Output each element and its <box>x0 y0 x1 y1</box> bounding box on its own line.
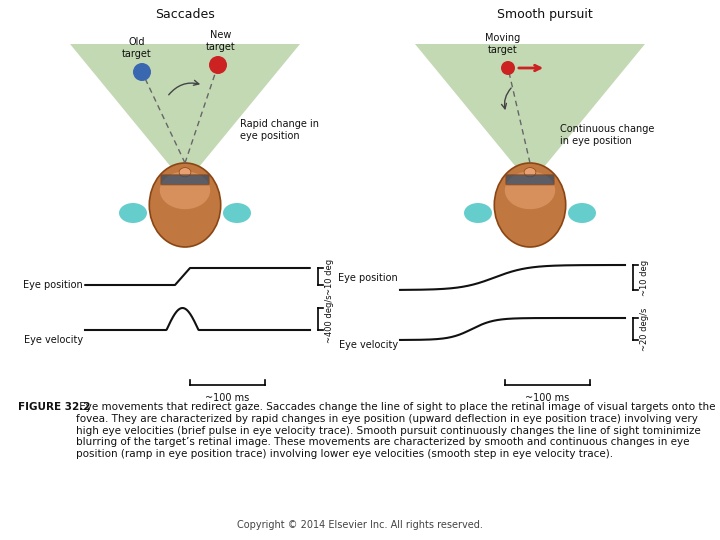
Text: Eye position: Eye position <box>338 273 398 283</box>
Text: Rapid change in
eye position: Rapid change in eye position <box>240 119 319 141</box>
Ellipse shape <box>160 171 210 209</box>
Text: ~20 deg/s: ~20 deg/s <box>640 307 649 350</box>
FancyArrowPatch shape <box>502 88 511 109</box>
Text: ~400 deg/s: ~400 deg/s <box>325 295 334 343</box>
FancyArrowPatch shape <box>168 80 199 95</box>
Polygon shape <box>415 44 645 184</box>
FancyArrowPatch shape <box>519 65 540 71</box>
Text: Copyright © 2014 Elsevier Inc. All rights reserved.: Copyright © 2014 Elsevier Inc. All right… <box>237 520 483 530</box>
Text: Old
target: Old target <box>122 37 152 59</box>
Text: ~10 deg: ~10 deg <box>325 259 334 294</box>
Text: Moving
target: Moving target <box>485 33 521 55</box>
Ellipse shape <box>149 163 221 247</box>
Ellipse shape <box>568 203 596 223</box>
Ellipse shape <box>495 163 566 247</box>
Text: Eye velocity: Eye velocity <box>339 340 398 350</box>
Ellipse shape <box>119 203 147 223</box>
Text: ~10 deg: ~10 deg <box>640 259 649 295</box>
Ellipse shape <box>179 167 191 177</box>
Text: Continuous change
in eye position: Continuous change in eye position <box>560 124 654 146</box>
Text: FIGURE 32.2: FIGURE 32.2 <box>18 402 91 413</box>
Text: Eye position: Eye position <box>23 280 83 290</box>
Text: New
target: New target <box>206 30 236 52</box>
Polygon shape <box>70 44 300 184</box>
Ellipse shape <box>464 203 492 223</box>
Ellipse shape <box>524 167 536 177</box>
Circle shape <box>133 63 151 81</box>
FancyBboxPatch shape <box>161 175 209 185</box>
Circle shape <box>209 56 227 74</box>
Circle shape <box>501 61 515 75</box>
FancyBboxPatch shape <box>506 175 554 185</box>
Text: ~100 ms: ~100 ms <box>526 393 570 403</box>
Text: ~100 ms: ~100 ms <box>205 393 250 403</box>
Ellipse shape <box>223 203 251 223</box>
Text: Saccades: Saccades <box>155 8 215 21</box>
Text: Eye velocity: Eye velocity <box>24 335 83 345</box>
Text: Eye movements that redirect gaze. Saccades change the line of sight to place the: Eye movements that redirect gaze. Saccad… <box>76 402 716 458</box>
Text: Smooth pursuit: Smooth pursuit <box>497 8 593 21</box>
Ellipse shape <box>505 171 555 209</box>
